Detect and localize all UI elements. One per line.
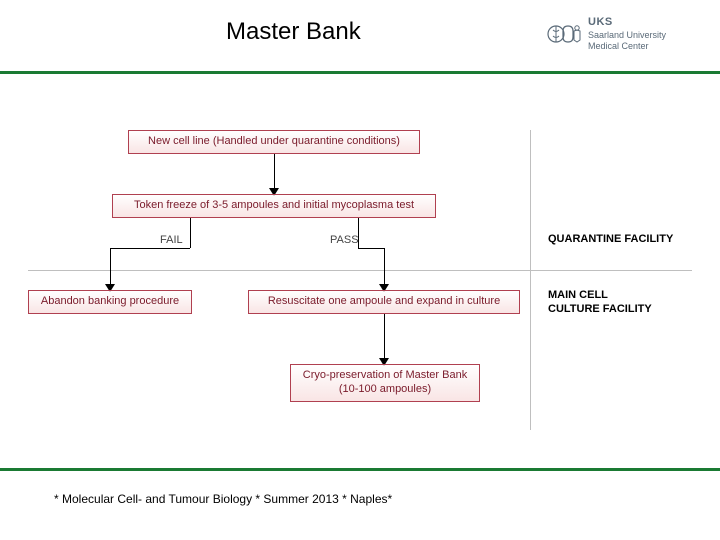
edge-line <box>384 314 385 358</box>
facility-divider-vertical <box>530 130 531 430</box>
facility-divider-horizontal <box>28 270 692 271</box>
footer-text: * Molecular Cell- and Tumour Biology * S… <box>54 492 392 506</box>
medical-emblem-icon <box>546 16 582 52</box>
flow-node-n2: Token freeze of 3-5 ampoules and initial… <box>112 194 436 218</box>
flowchart-area: FAIL PASS New cell line (Handled under qua… <box>28 130 692 430</box>
facility-label: MAIN CELL CULTURE FACILITY <box>548 288 652 317</box>
edge-line <box>190 218 191 248</box>
org-logo-text: UKS Saarland University Medical Center <box>588 17 666 52</box>
edge-label: FAIL <box>160 234 183 246</box>
edge-line <box>110 248 190 249</box>
page-title: Master Bank <box>226 18 361 46</box>
edge-line <box>358 248 384 249</box>
facility-label: QUARANTINE FACILITY <box>548 232 673 246</box>
org-line1: Saarland University <box>588 30 666 40</box>
header: Master Bank UKS Saarland University Medi… <box>0 0 720 74</box>
edge-line <box>384 248 385 284</box>
flow-node-n3: Abandon banking procedure <box>28 290 192 314</box>
org-line2: Medical Center <box>588 41 649 51</box>
edge-line <box>110 248 111 284</box>
org-abbrev: UKS <box>588 17 666 28</box>
edge-label: PASS <box>330 234 359 246</box>
footer-rule <box>0 468 720 471</box>
edge-line <box>274 154 275 188</box>
flow-node-n5: Cryo-preservation of Master Bank (10-100… <box>290 364 480 402</box>
flow-node-n1: New cell line (Handled under quarantine … <box>128 130 420 154</box>
flow-node-n4: Resuscitate one ampoule and expand in cu… <box>248 290 520 314</box>
org-logo: UKS Saarland University Medical Center <box>546 10 706 58</box>
